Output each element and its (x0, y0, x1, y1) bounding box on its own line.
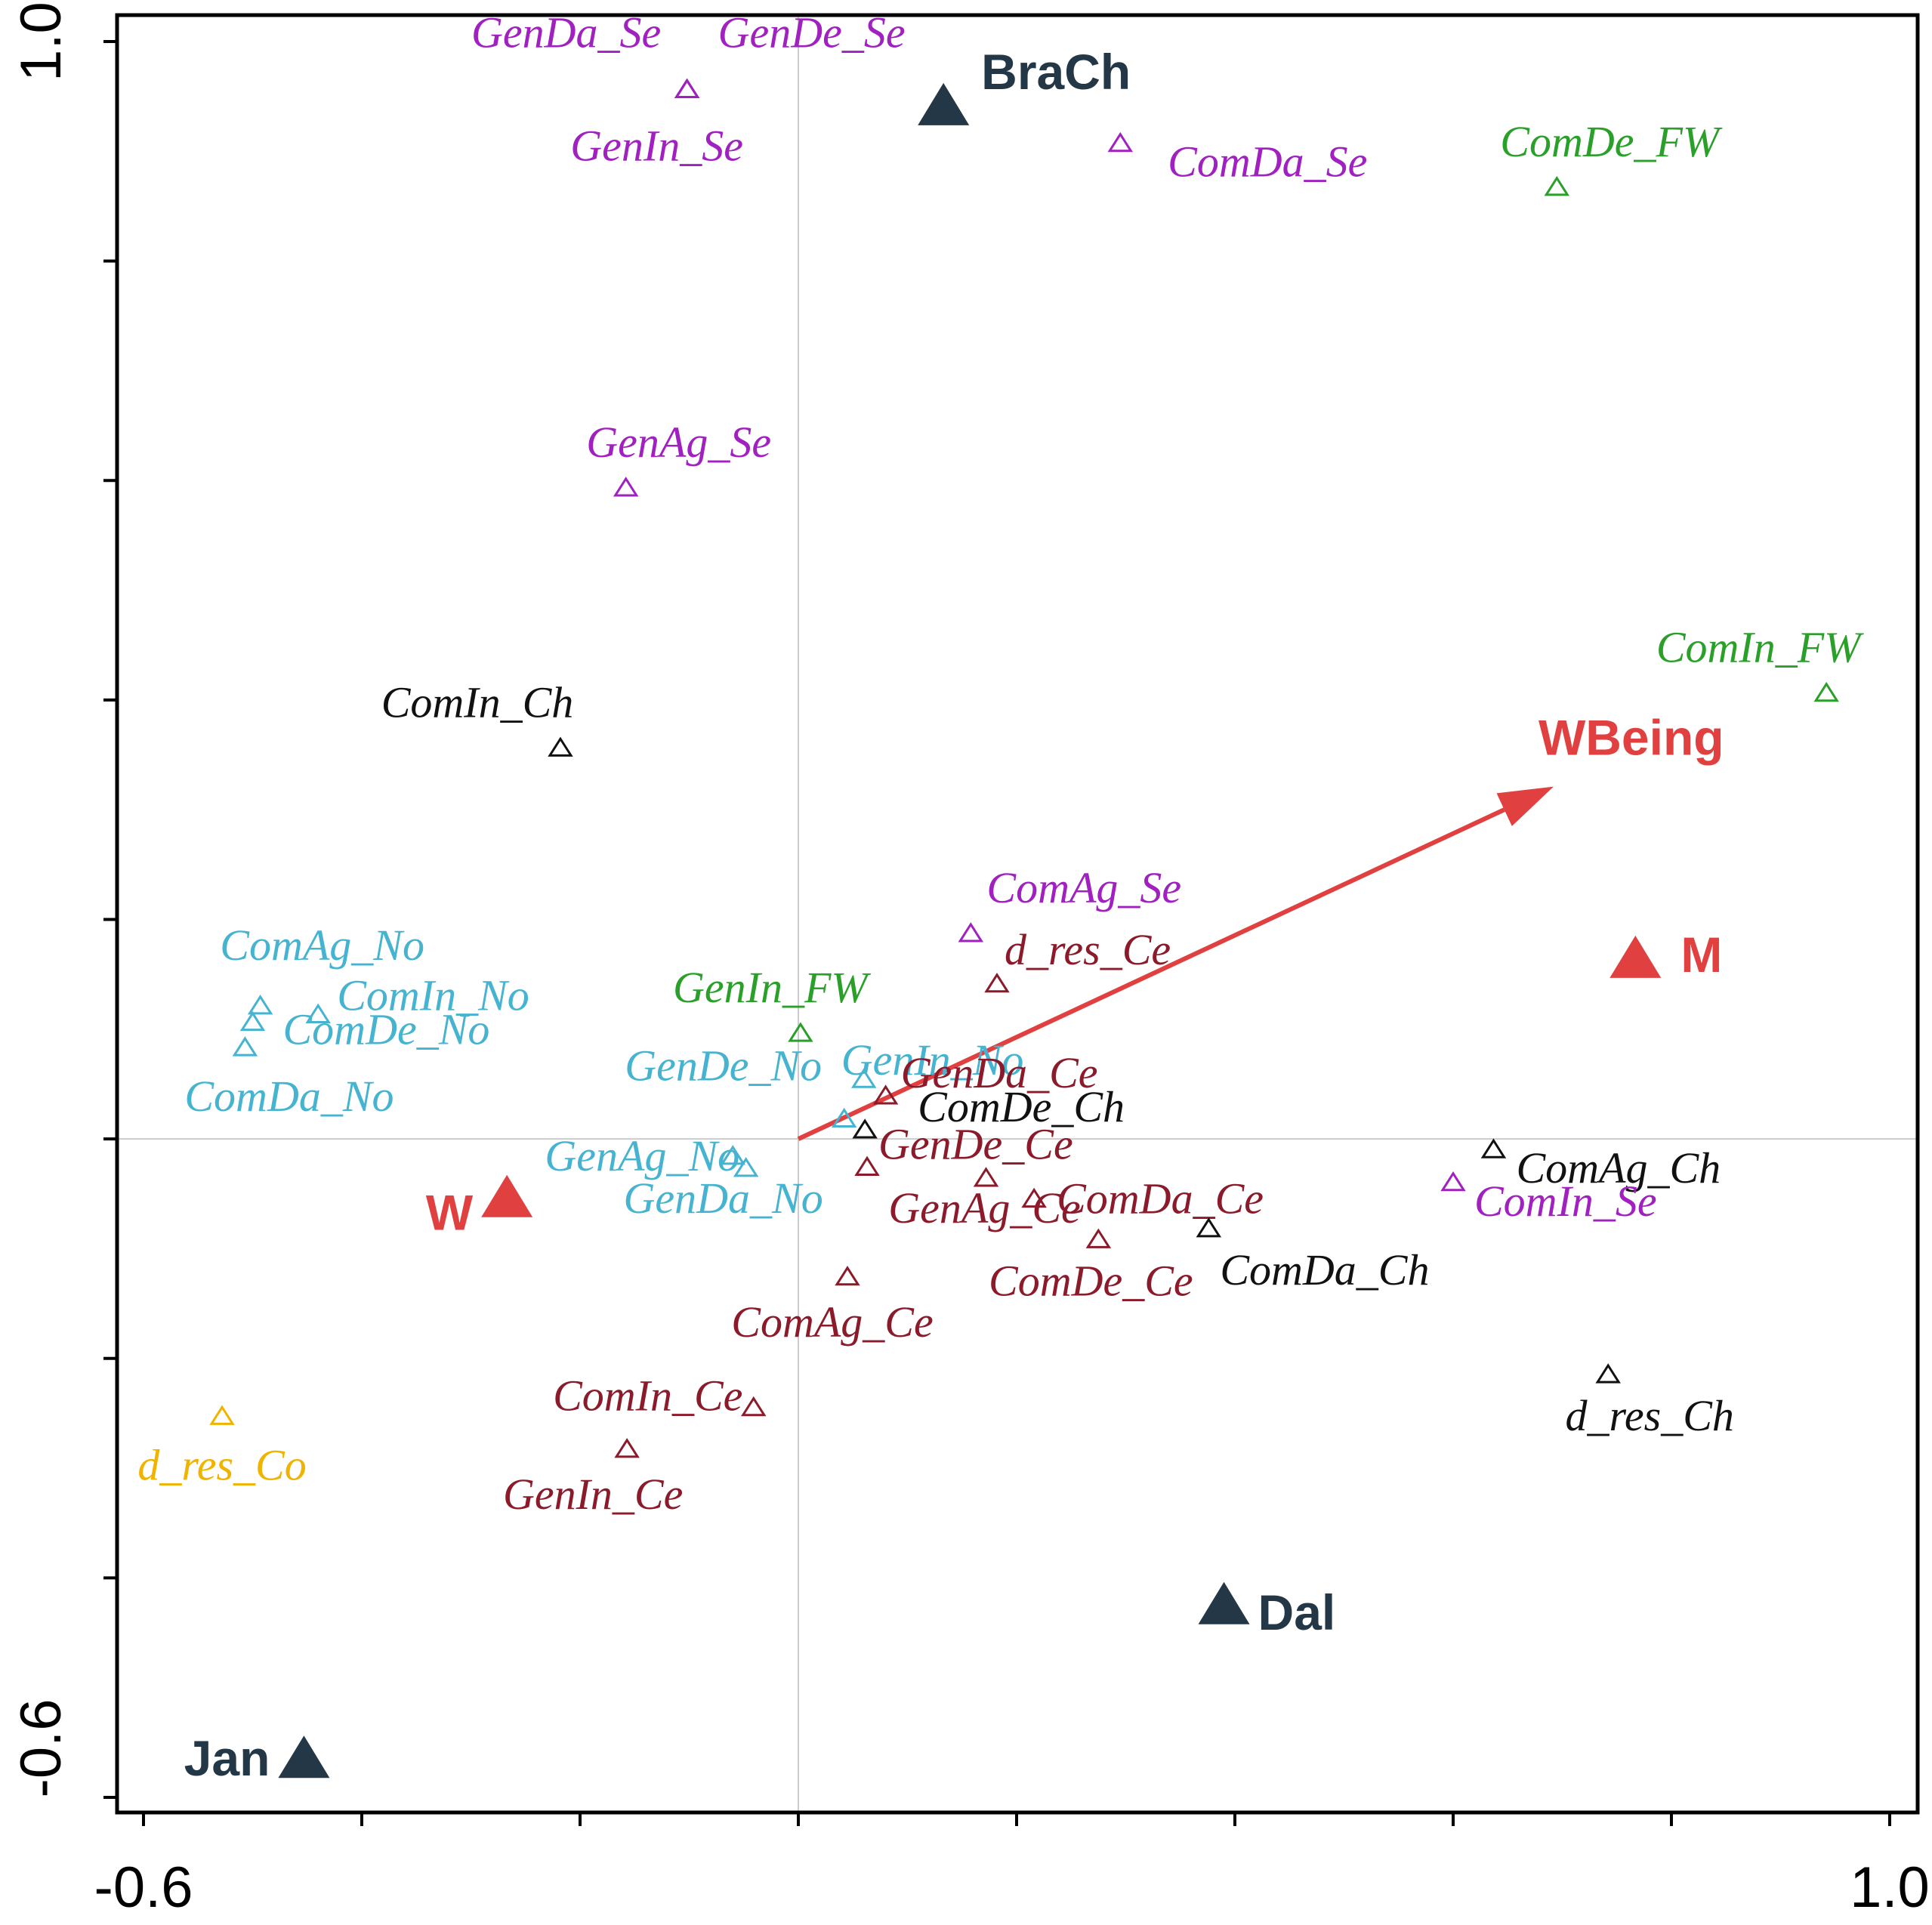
species-label-genin-ce: GenIn_Ce (503, 1470, 683, 1519)
species-marker-comda-se (1107, 131, 1134, 153)
species-marker-genin-se (674, 78, 700, 98)
x-tick-label-min: -0.6 (94, 1856, 193, 1920)
x-tick-label-max: 1.0 (1850, 1856, 1930, 1920)
gender-label-w: W (426, 1185, 474, 1241)
species-label-comde-ce: ComDe_Ce (989, 1256, 1193, 1305)
species-label-genda-no: GenDa_No (624, 1174, 823, 1223)
species-marker-comin-ch (548, 736, 573, 757)
y-ticks (103, 40, 117, 1799)
species-label-comin-fw: ComIn_FW (1656, 623, 1864, 672)
species-label-genag-ce: GenAg_Ce (888, 1183, 1081, 1232)
species-label-comag-no: ComAg_No (220, 921, 424, 970)
species-label-comag-ch: ComAg_Ch (1516, 1143, 1721, 1192)
species-marker-comde-no (239, 1010, 266, 1032)
species-marker-comde-ce (1085, 1228, 1112, 1248)
species-marker-gende-se (674, 78, 700, 98)
site-marker-jan (278, 1735, 330, 1778)
species-label-comde-ch: ComDe_Ch (918, 1082, 1125, 1131)
axes: -0.6 1.0 1.0 -0.6 (9, 2, 1930, 1920)
species-marker-comag-ch (1480, 1138, 1507, 1158)
species-label-comda-ch: ComDa_Ch (1220, 1245, 1429, 1294)
species-marker-genag-ce (973, 1167, 999, 1187)
species-marker-comin-ce (741, 1396, 767, 1417)
gender-marker-m (1609, 935, 1662, 978)
species-marker-genin-ce (614, 1438, 640, 1458)
species-marker-d-res-co (209, 1405, 235, 1425)
species-marker-comda-no (232, 1036, 258, 1057)
species-label-comin-se: ComIn_Se (1474, 1177, 1657, 1226)
gender-label-m: M (1680, 927, 1722, 983)
species-label-comin-no: ComIn_No (337, 970, 529, 1020)
species-label-d-res-co: d_res_Co (137, 1440, 306, 1489)
species-label-d-res-ce: d_res_Ce (1005, 925, 1171, 974)
y-tick-label-min: -0.6 (9, 1699, 73, 1798)
site-label-jan: Jan (184, 1730, 270, 1786)
species-marker-genda-no (733, 1157, 759, 1177)
vector-arrowhead (1496, 786, 1554, 826)
species-marker-comag-se (958, 922, 984, 942)
plot-frame (115, 13, 1920, 1815)
site-marker-dal (1198, 1581, 1250, 1624)
x-ticks (142, 1812, 1891, 1826)
species-marker-comde-ch (852, 1118, 878, 1139)
site-label-brach: BraCh (981, 44, 1131, 100)
species-label-gende-no: GenDe_No (625, 1041, 822, 1091)
species-marker-comin-fw (1813, 681, 1839, 702)
gender-points: MW (426, 927, 1722, 1241)
species-marker-gende-ce (854, 1155, 880, 1176)
species-marker-comag-ce (835, 1265, 860, 1286)
species-label-comag-se: ComAg_Se (986, 863, 1181, 912)
species-marker-genda-ce (872, 1084, 899, 1105)
species-marker-comin-no (305, 1003, 331, 1023)
species-marker-gende-no (831, 1107, 857, 1128)
species-label-genda-se: GenDa_Se (471, 8, 661, 57)
species-marker-comda-ce (1021, 1187, 1047, 1208)
species-marker-genin-no (850, 1068, 877, 1088)
species-marker-genag-se (613, 477, 639, 497)
species-label-comin-ce: ComIn_Ce (553, 1371, 742, 1421)
species-marker-genag-no (720, 1145, 746, 1165)
species-label-comin-ch: ComIn_Ch (381, 677, 574, 727)
species-label-gende-ce: GenDe_Ce (878, 1119, 1073, 1168)
species-label-comda-ce: ComDa_Ce (1057, 1174, 1264, 1223)
species-label-genin-fw: GenIn_FW (673, 963, 871, 1012)
species-marker-genda-se (674, 78, 700, 98)
species-label-genin-no: GenIn_No (841, 1035, 1024, 1084)
species-points: GenDa_Se GenDe_Se GenIn_Se ComDa_Se ComDe_FW… (137, 8, 1864, 1518)
species-label-d-res-ch: d_res_Ch (1565, 1391, 1733, 1440)
species-label-genag-se: GenAg_Se (586, 418, 771, 467)
species-marker-d-res-ch (1595, 1363, 1621, 1384)
species-marker-comin-se (1440, 1171, 1466, 1192)
species-label-genin-se: GenIn_Se (570, 121, 743, 170)
site-label-dal: Dal (1258, 1584, 1336, 1640)
reference-lines (119, 17, 1916, 1811)
species-marker-comag-no (247, 995, 273, 1015)
y-tick-label-max: 1.0 (9, 2, 73, 82)
species-label-gende-se: GenDe_Se (718, 8, 906, 57)
gender-marker-w (481, 1174, 533, 1217)
species-label-comde-fw: ComDe_FW (1500, 117, 1723, 166)
species-label-genag-no: GenAg_No (545, 1131, 739, 1180)
species-marker-genin-fw (788, 1022, 813, 1042)
species-label-comda-se: ComDa_Se (1168, 137, 1367, 187)
vectors: WBeing (797, 710, 1724, 1141)
species-label-comag-ce: ComAg_Ce (731, 1297, 933, 1347)
vector-label: WBeing (1539, 710, 1724, 766)
site-points: BraCh Dal Jan (184, 44, 1336, 1786)
vector-wbeing (797, 807, 1505, 1141)
species-marker-comde-fw (1544, 176, 1570, 196)
species-label-comda-no: ComDa_No (184, 1072, 393, 1121)
species-marker-d-res-ce (984, 972, 1010, 993)
site-marker-brach (918, 82, 970, 125)
species-label-genda-ce: GenDa_Ce (901, 1048, 1098, 1097)
species-label-comde-no: ComDe_No (283, 1005, 490, 1054)
species-marker-comda-ch (1196, 1217, 1222, 1238)
